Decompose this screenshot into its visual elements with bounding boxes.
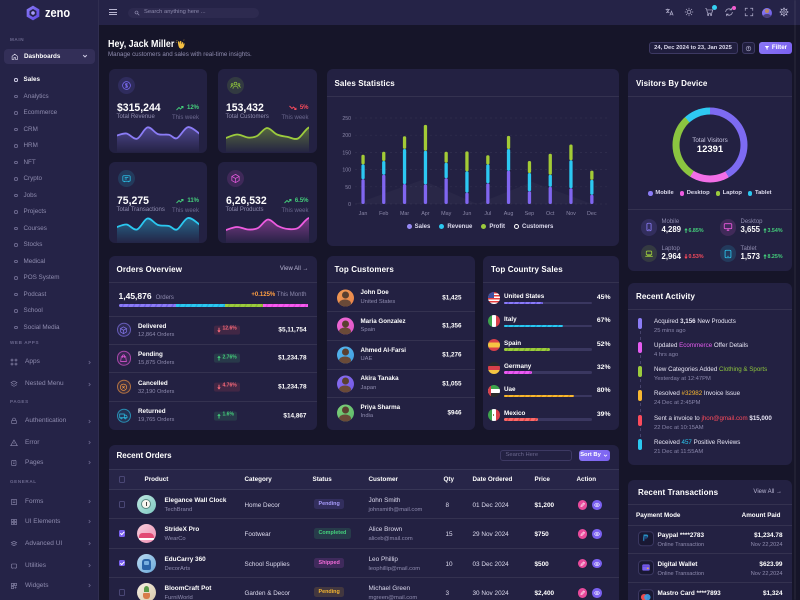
svg-text:Sep: Sep [524,211,534,217]
svg-text:Apr: Apr [421,211,430,217]
svg-text:100: 100 [342,167,351,173]
svg-text:Feb: Feb [379,211,388,217]
svg-text:Oct: Oct [546,211,555,217]
svg-text:Jun: Jun [462,211,471,217]
svg-text:50: 50 [345,184,351,190]
svg-text:Dec: Dec [587,211,597,217]
svg-text:200: 200 [342,133,351,139]
svg-text:Jul: Jul [484,211,491,217]
svg-text:0: 0 [348,202,351,208]
svg-text:May: May [441,211,451,217]
svg-text:250: 250 [342,116,351,122]
svg-text:Mar: Mar [399,211,408,217]
svg-text:Nov: Nov [566,211,576,217]
svg-text:Jan: Jan [358,211,367,217]
svg-text:Aug: Aug [503,211,513,217]
svg-text:150: 150 [342,150,351,156]
